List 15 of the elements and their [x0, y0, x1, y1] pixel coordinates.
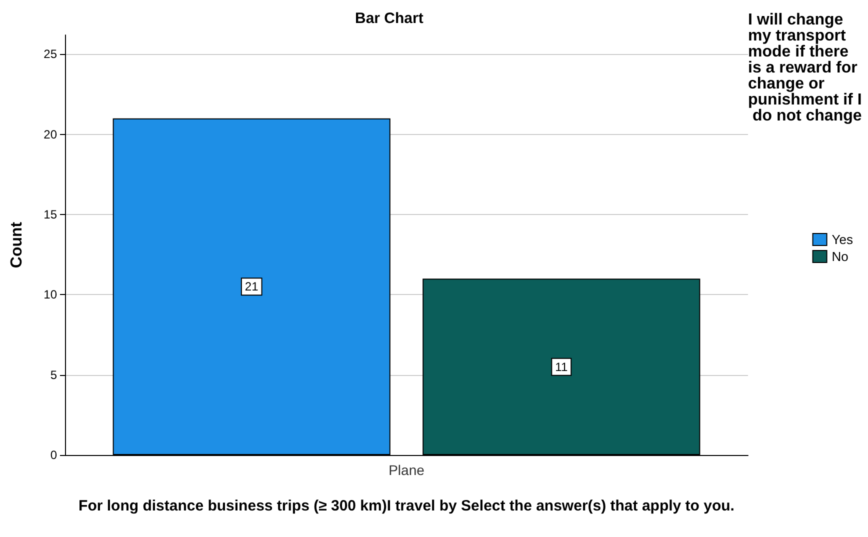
legend-label: Yes — [832, 232, 854, 247]
legend-label: No — [832, 249, 848, 264]
chart-title: Bar Chart — [355, 10, 424, 27]
data-label: 11 — [555, 360, 568, 374]
y-tick-label: 20 — [44, 127, 58, 142]
y-axis-title: Count — [8, 221, 26, 268]
y-tick-label: 5 — [50, 368, 58, 382]
x-axis-title: For long distance business trips (≥ 300 km)I travel by Select the answer(s) that apply to you. — [78, 498, 734, 514]
y-tick-label: 15 — [44, 208, 58, 222]
y-tick-label: 0 — [50, 448, 58, 462]
x-tick-label: Plane — [388, 462, 425, 478]
data-label: 21 — [244, 280, 259, 294]
y-tick-label: 25 — [44, 47, 58, 62]
y-tick-label: 10 — [44, 288, 58, 302]
legend-title: I will change my transport mode if there is a reward for change or punishment if I do not change — [748, 12, 862, 124]
